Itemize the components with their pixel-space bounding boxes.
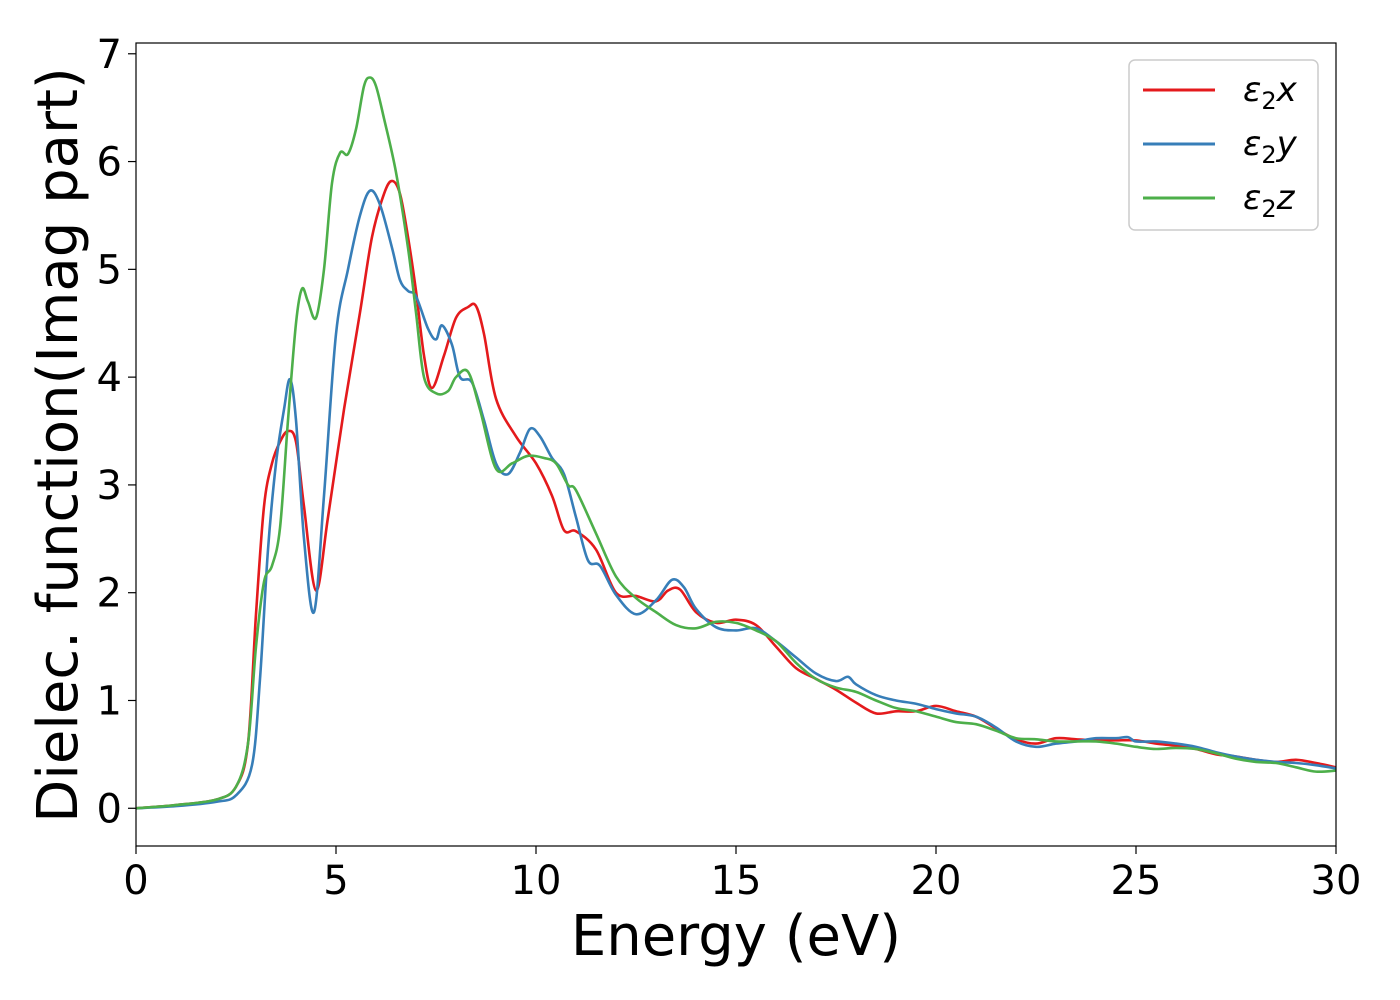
series-line-x bbox=[136, 179, 1336, 810]
series-line-z bbox=[136, 76, 1336, 810]
legend-label-x: ε2x bbox=[1243, 70, 1298, 115]
y-tick-label: 2 bbox=[97, 571, 122, 617]
y-tick-label: 1 bbox=[97, 678, 122, 724]
x-tick-label: 5 bbox=[323, 858, 348, 904]
y-tick-label: 3 bbox=[97, 463, 122, 509]
x-tick-label: 10 bbox=[511, 858, 562, 904]
legend: ε2x ε2y ε2z bbox=[1128, 59, 1319, 231]
legend-label-z: ε2z bbox=[1243, 178, 1296, 223]
series-layer bbox=[136, 76, 1336, 810]
y-tick-label: 6 bbox=[97, 140, 122, 186]
y-axis-label: Dielec. function(Imag part) bbox=[26, 67, 91, 823]
legend-box bbox=[1128, 59, 1319, 231]
y-tick-label: 4 bbox=[97, 355, 122, 401]
x-tick-label: 20 bbox=[911, 858, 962, 904]
legend-label-y: ε2y bbox=[1243, 124, 1298, 169]
x-tick-label: 30 bbox=[1311, 858, 1362, 904]
x-tick-label: 25 bbox=[1111, 858, 1162, 904]
y-tick-label: 5 bbox=[97, 247, 122, 293]
series-line-y bbox=[136, 189, 1336, 810]
y-tick-label: 0 bbox=[97, 786, 122, 832]
y-tick-label: 7 bbox=[97, 32, 122, 78]
x-tick-label: 15 bbox=[711, 858, 762, 904]
tick-layer: 0 5 10 15 20 25 30 0 1 2 3 4 5 6 7 bbox=[97, 32, 1362, 904]
x-axis-label: Energy (eV) bbox=[571, 904, 901, 969]
x-tick-label: 0 bbox=[123, 858, 148, 904]
